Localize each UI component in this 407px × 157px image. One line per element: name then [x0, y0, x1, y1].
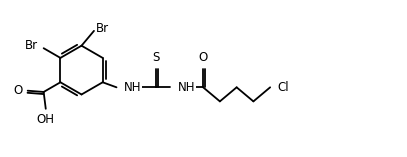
Text: NH: NH	[124, 81, 142, 94]
Text: O: O	[13, 84, 22, 97]
Text: Cl: Cl	[278, 81, 289, 94]
Text: S: S	[152, 51, 160, 64]
Text: Br: Br	[25, 39, 38, 52]
Text: O: O	[199, 51, 208, 64]
Text: OH: OH	[37, 113, 55, 126]
Text: NH: NH	[178, 81, 195, 94]
Text: Br: Br	[96, 22, 109, 35]
